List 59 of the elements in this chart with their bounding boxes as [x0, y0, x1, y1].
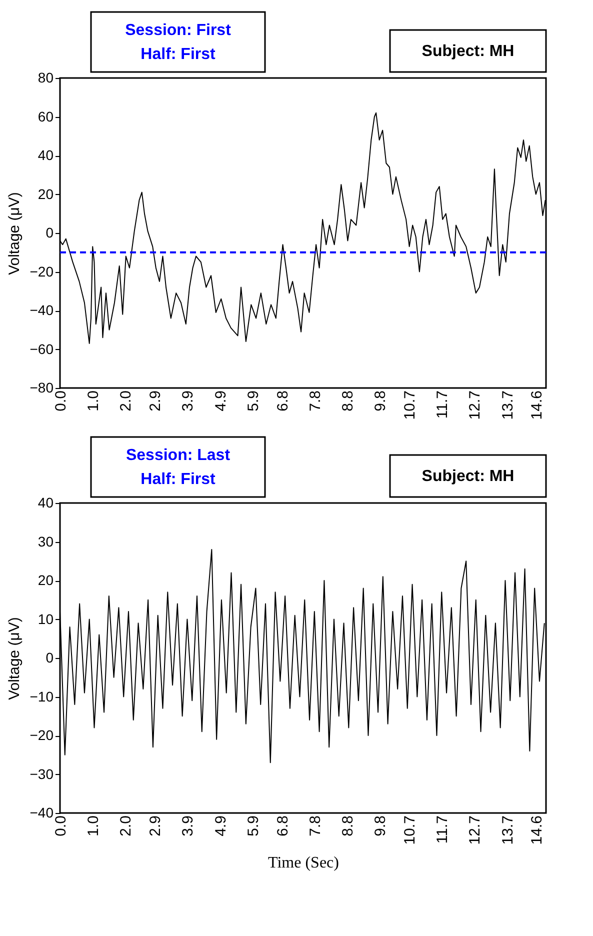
y-tick-label: −20 [30, 263, 54, 280]
y-tick-label: 30 [38, 533, 54, 550]
x-tick-label: 14.6 [528, 390, 546, 420]
text: Half: First [140, 46, 216, 63]
y-tick-label: −10 [30, 688, 54, 704]
y-tick-label: −20 [30, 727, 54, 743]
x-tick-label: 10.7 [402, 816, 419, 845]
x-tick-label: 3.9 [180, 816, 197, 836]
x-tick-label: 2.9 [147, 390, 164, 412]
y-tick-label: 20 [38, 572, 54, 588]
x-tick-label: 2.9 [147, 816, 164, 836]
x-tick-label: 6.8 [274, 816, 292, 836]
text: Half: First [140, 471, 216, 488]
x-tick-label: 4.9 [212, 390, 230, 412]
y-tick-label: −60 [30, 340, 54, 357]
x-tick-label: 0.0 [52, 816, 70, 836]
y-tick-label: 20 [38, 186, 54, 202]
y-tick-label: 60 [38, 108, 54, 124]
y-tick-label: 0 [46, 650, 54, 666]
x-tick-label: 1.0 [85, 816, 102, 836]
x-tick-label: 3.9 [180, 390, 197, 412]
text: Subject: MH [422, 468, 514, 485]
x-tick-label: 7.8 [306, 816, 324, 836]
x-tick-label: 11.7 [434, 816, 452, 844]
x-tick-label: 6.8 [274, 390, 292, 412]
text: Session: Last [126, 447, 231, 464]
x-tick-label: 9.8 [372, 390, 390, 412]
y-tick-label: 10 [38, 610, 54, 627]
x-tick-label: 5.9 [244, 816, 262, 836]
y-tick-label: −30 [30, 766, 54, 782]
x-tick-label: 12.7 [466, 390, 484, 420]
text: Session: First [125, 22, 232, 39]
x-tick-label: 1.0 [85, 390, 102, 412]
x-axis-title: Time (Sec) [268, 854, 339, 872]
y-tick-label: 0 [46, 224, 54, 240]
y-tick-label: 40 [38, 494, 54, 510]
x-tick-label: 2.0 [118, 390, 135, 412]
x-tick-label: 14.6 [528, 816, 546, 845]
y-tick-label: −40 [30, 302, 54, 318]
x-tick-label: 13.7 [499, 390, 516, 420]
x-tick-label: 12.7 [466, 816, 484, 845]
x-tick-label: 13.7 [499, 816, 516, 845]
y-tick-label: 80 [38, 70, 54, 86]
x-tick-label: 8.8 [340, 816, 357, 836]
text: Subject: MH [422, 43, 514, 60]
x-tick-label: 9.8 [372, 816, 390, 836]
x-tick-label: 8.8 [340, 390, 357, 412]
x-tick-label: 10.7 [402, 390, 419, 420]
x-tick-label: 5.9 [244, 390, 262, 412]
y-tick-label: −40 [30, 804, 54, 820]
y-axis-title: Voltage (μV) [6, 192, 23, 275]
y-tick-label: −80 [30, 380, 54, 396]
x-tick-label: 2.0 [118, 816, 135, 836]
y-tick-label: 40 [38, 147, 54, 163]
x-tick-label: 0.0 [52, 390, 70, 412]
x-tick-label: 11.7 [434, 390, 452, 419]
x-tick-label: 7.8 [306, 390, 324, 412]
y-axis-title: Voltage (μV) [6, 617, 23, 700]
x-tick-label: 4.9 [212, 816, 230, 836]
